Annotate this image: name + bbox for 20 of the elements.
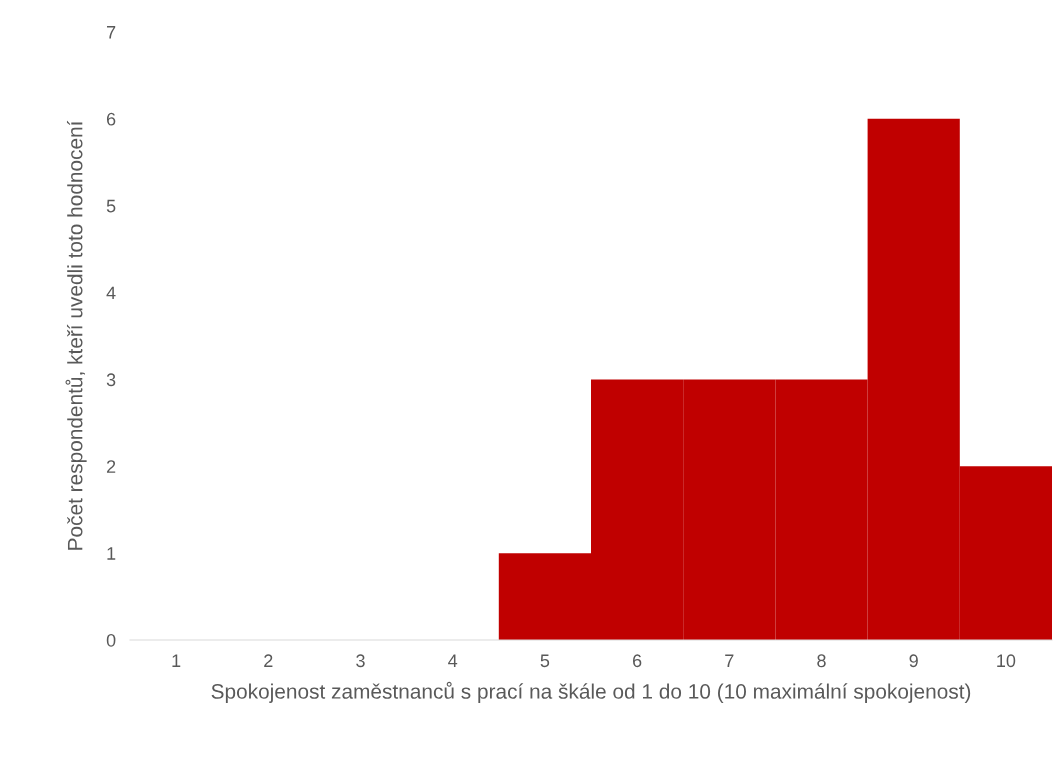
y-tick-label: 3	[106, 373, 116, 387]
y-tick-label: 2	[106, 460, 116, 473]
y-tick-label: 5	[106, 199, 116, 213]
y-axis-title: Počet respondentů, kteří uvedli toto hodnocení	[65, 120, 87, 550]
x-tick-label: 7	[725, 654, 734, 667]
x-tick-label: 4	[448, 654, 458, 667]
x-tick-label: 1	[172, 654, 181, 667]
x-tick-label: 10	[997, 654, 1016, 668]
x-tick-label: 9	[909, 654, 918, 668]
x-tick-label: 5	[540, 654, 550, 668]
x-tick-label: 3	[356, 654, 365, 668]
y-tick-label: 1	[107, 547, 116, 560]
y-tick-label: 4	[106, 286, 116, 300]
x-tick-label: 6	[633, 654, 642, 668]
y-tick-label: 7	[107, 26, 116, 39]
x-tick-label: 2	[264, 654, 273, 667]
x-tick-label: 8	[817, 654, 826, 668]
y-tick-label: 0	[106, 633, 116, 647]
y-tick-label: 6	[106, 112, 116, 126]
x-axis-title: Spokojenost zaměstnanců s prací na škále od 1 do 10 (10 maximální spokojenost)	[211, 681, 971, 703]
